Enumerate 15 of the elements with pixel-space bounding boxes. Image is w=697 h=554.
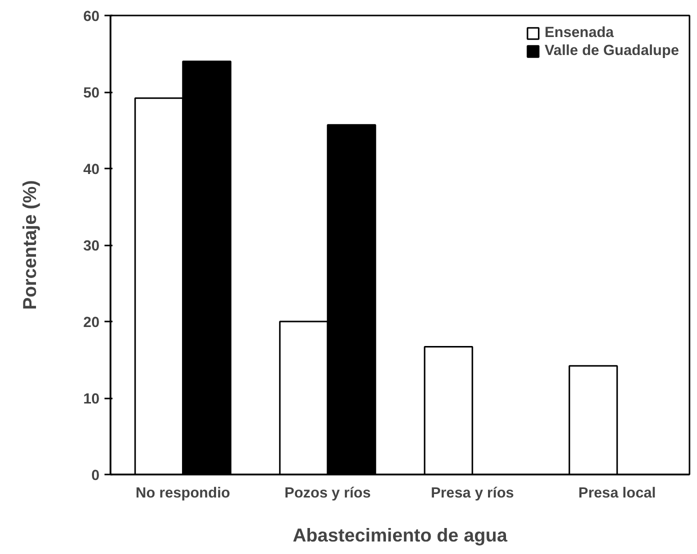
x-tick-label: Presa local xyxy=(578,486,656,502)
y-tick-label: 0 xyxy=(91,468,100,484)
y-tick-label: 40 xyxy=(83,162,100,178)
x-tick-label: Presa y ríos xyxy=(430,486,514,502)
y-tick-label: 50 xyxy=(83,86,100,102)
y-tick-label: 30 xyxy=(83,238,100,254)
y-axis-title: Porcentaje (%) xyxy=(19,180,40,310)
x-tick-label: No respondio xyxy=(136,486,230,502)
x-tick-label: Pozos y ríos xyxy=(284,486,371,502)
y-tick-label: 20 xyxy=(83,315,100,331)
y-tick-label: 60 xyxy=(83,9,100,25)
legend-label: Valle de Guadalupe xyxy=(544,43,679,59)
x-axis-title: Abastecimiento de agua xyxy=(292,524,508,546)
y-tick-label: 10 xyxy=(83,392,100,408)
legend-label: Ensenada xyxy=(544,25,614,41)
